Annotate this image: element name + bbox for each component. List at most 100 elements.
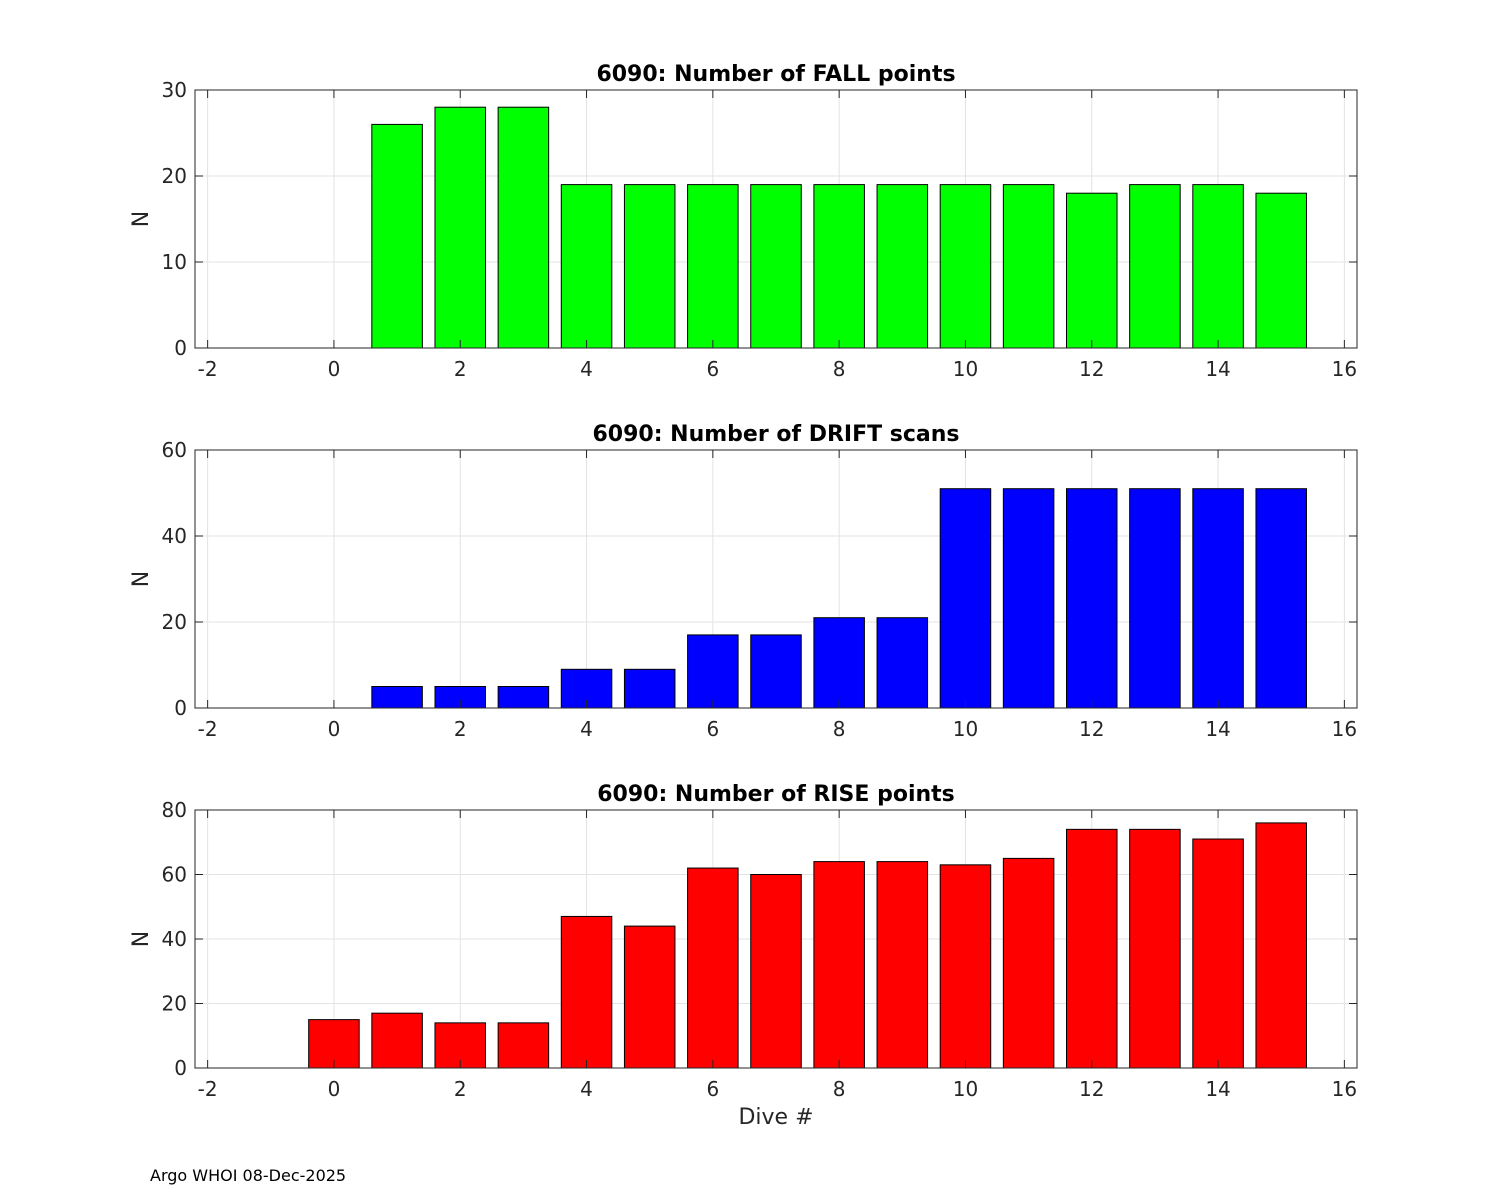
- panel-fall-bar: [813, 184, 865, 349]
- panel-rise-bar: [308, 1019, 360, 1069]
- panel-drift-bar: [371, 686, 423, 709]
- panel-drift-ytick-label: 40: [162, 524, 187, 548]
- panel-rise-ytick-label: 60: [162, 863, 187, 887]
- panel-fall-bar: [1002, 184, 1055, 349]
- panel-rise-title: 6090: Number of RISE points: [597, 782, 955, 807]
- panel-fall-bar: [560, 184, 613, 349]
- panel-drift-bar: [623, 668, 676, 709]
- panel-drift-bar: [1129, 488, 1181, 709]
- panel-fall-xtick-label: 8: [833, 357, 846, 381]
- panel-fall-bar: [1129, 184, 1181, 349]
- panel-drift-xtick-label: 8: [833, 717, 846, 741]
- panel-drift-xtick-label: -2: [198, 717, 218, 741]
- panel-fall-bar: [876, 184, 929, 349]
- panel-rise-ytick-label: 20: [162, 992, 187, 1016]
- panel-drift-xtick-label: 12: [1079, 717, 1104, 741]
- panel-fall-bar: [1255, 192, 1307, 349]
- panel-fall: -2 0 2 4 6 8 10 12 14 16 0 10 20 30 6090: Number of FA…: [129, 62, 1358, 381]
- panel-drift-bar: [1255, 488, 1307, 709]
- panel-drift-bar: [876, 617, 929, 709]
- panel-fall-bar: [497, 106, 550, 349]
- panel-rise-xlabel: Dive #: [738, 1105, 813, 1130]
- panel-rise-xtick-label: 8: [833, 1077, 846, 1101]
- panel-rise-xtick-label: 10: [953, 1077, 978, 1101]
- panel-drift-bar: [939, 488, 992, 709]
- panel-rise-bar: [1066, 828, 1118, 1069]
- panel-fall-bar: [1192, 184, 1244, 349]
- panel-rise-xtick-label: 14: [1205, 1077, 1230, 1101]
- panel-fall-xtick-label: 2: [454, 357, 467, 381]
- panel-fall-bar: [434, 106, 487, 349]
- panel-fall-bar: [687, 184, 739, 349]
- panel-drift-xtick-label: 6: [706, 717, 719, 741]
- panel-drift-bar: [1192, 488, 1244, 709]
- panel-fall-xtick-label: 12: [1079, 357, 1104, 381]
- panel-drift-title: 6090: Number of DRIFT scans: [592, 422, 959, 447]
- panel-rise-ylabel: N: [129, 931, 154, 947]
- panel-rise-bar: [560, 915, 613, 1069]
- panel-rise-ytick-label: 0: [174, 1056, 187, 1080]
- panel-rise-ytick-label: 40: [162, 927, 187, 951]
- panel-rise-bar: [939, 864, 992, 1069]
- panel-rise-bar: [497, 1022, 550, 1069]
- panel-fall-xtick-label: 0: [328, 357, 341, 381]
- panel-fall-ytick-label: 30: [162, 78, 187, 102]
- panel-fall-bar: [371, 123, 423, 349]
- panel-rise-bar: [1129, 828, 1181, 1069]
- panel-drift-axes-box: [194, 449, 1358, 709]
- panel-drift-bar: [813, 617, 865, 709]
- panel-rise-bar: [1192, 838, 1244, 1069]
- panel-fall-xtick-label: 6: [706, 357, 719, 381]
- panel-drift-ylabel: N: [129, 571, 154, 587]
- panel-fall-ytick-label: 0: [174, 336, 187, 360]
- panel-drift-xtick-label: 16: [1332, 717, 1357, 741]
- panel-drift-ytick-label: 0: [174, 696, 187, 720]
- panel-rise-bar: [876, 861, 929, 1069]
- panel-fall-xtick-label: 14: [1205, 357, 1230, 381]
- panel-rise-bar: [750, 874, 802, 1069]
- panel-drift-xtick-label: 14: [1205, 717, 1230, 741]
- panel-drift-bar: [687, 634, 739, 709]
- panel-drift-bar: [1002, 488, 1055, 709]
- panel-fall-xtick-label: 4: [580, 357, 593, 381]
- panel-drift-bar: [750, 634, 802, 709]
- panel-rise-xtick-label: 0: [328, 1077, 341, 1101]
- panel-drift-ytick-label: 60: [162, 438, 187, 462]
- panel-fall-ytick-label: 20: [162, 164, 187, 188]
- panel-rise-xtick-label: 2: [454, 1077, 467, 1101]
- panel-fall-xtick-label: -2: [198, 357, 218, 381]
- panel-rise-xtick-label: 6: [706, 1077, 719, 1101]
- panel-fall-bar: [750, 184, 802, 349]
- panel-fall-bar: [623, 184, 676, 349]
- panel-fall-xtick-label: 16: [1332, 357, 1357, 381]
- panel-rise-bar: [1255, 822, 1307, 1069]
- panel-rise-xtick-label: 4: [580, 1077, 593, 1101]
- panel-fall-title: 6090: Number of FALL points: [596, 62, 955, 87]
- panel-fall-xtick-label: 10: [953, 357, 978, 381]
- panel-drift-ytick-label: 20: [162, 610, 187, 634]
- panel-rise-xtick-label: 12: [1079, 1077, 1104, 1101]
- panel-rise-xtick-label: 16: [1332, 1077, 1357, 1101]
- panel-drift-bar: [1066, 488, 1118, 709]
- panel-rise-bar: [813, 861, 865, 1069]
- panel-drift-xtick-label: 4: [580, 717, 593, 741]
- panel-drift-xtick-label: 2: [454, 717, 467, 741]
- panel-drift-xtick-label: 0: [328, 717, 341, 741]
- panel-fall-bar: [939, 184, 992, 349]
- panel-fall-bar: [1066, 192, 1118, 349]
- panel-drift-xtick-label: 10: [953, 717, 978, 741]
- panel-fall-ylabel: N: [129, 211, 154, 227]
- footer-credit: Argo WHOI 08-Dec-2025: [150, 1166, 347, 1185]
- panel-rise-xtick-label: -2: [198, 1077, 218, 1101]
- panel-rise: -2 0 2 4 6 8 10 12 14 16 0 20 40 60 80 6090: Number of …: [129, 782, 1358, 1130]
- panel-drift: -2 0 2 4 6 8 10 12 14 16 0 20 40 60 6090: Number of DR…: [129, 422, 1358, 741]
- panel-rise-bar: [371, 1012, 423, 1069]
- panel-rise-bar: [623, 925, 676, 1069]
- panel-rise-bar: [687, 867, 739, 1069]
- panel-fall-axes-box: [194, 89, 1358, 349]
- panel-rise-ytick-label: 80: [162, 798, 187, 822]
- panel-drift-bar: [497, 686, 550, 709]
- panel-rise-bar: [1002, 857, 1055, 1069]
- panel-fall-ytick-label: 10: [162, 250, 187, 274]
